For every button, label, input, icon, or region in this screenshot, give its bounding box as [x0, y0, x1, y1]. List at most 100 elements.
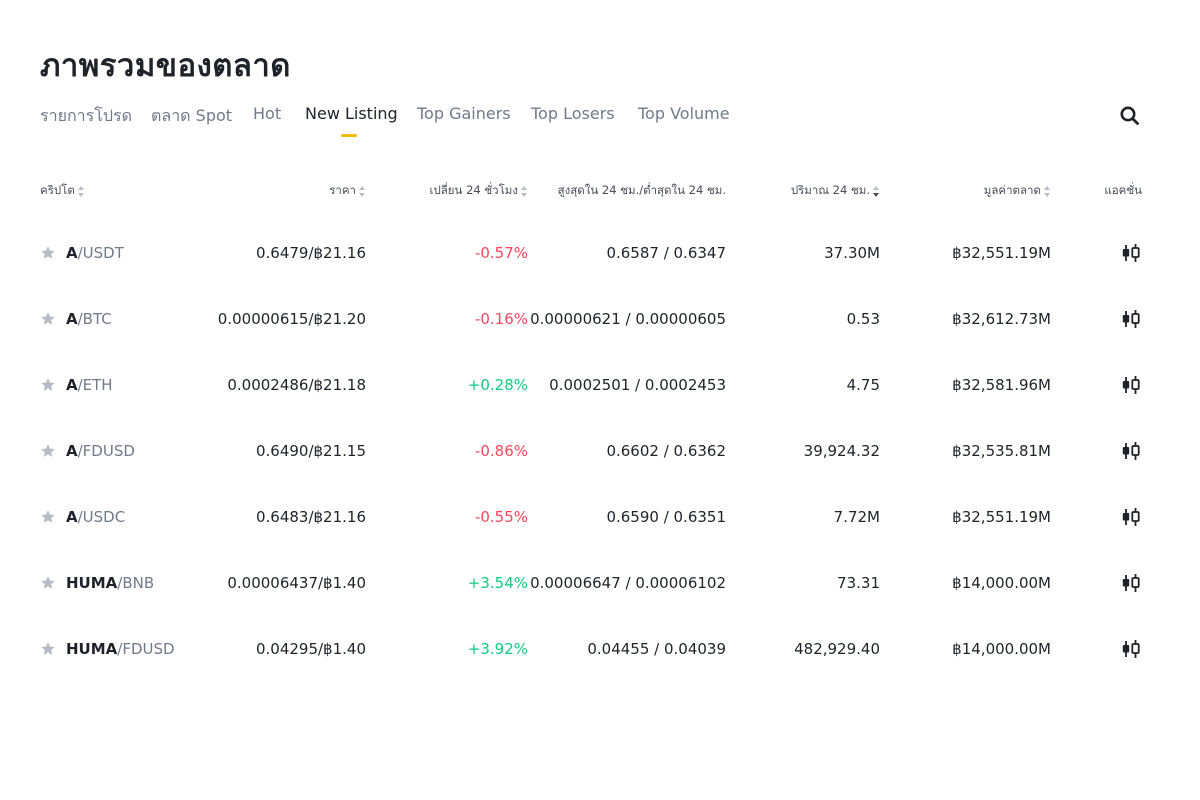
- candlestick-chart-icon: [1122, 574, 1140, 592]
- pair-base: A: [66, 442, 78, 460]
- star-icon: [41, 378, 55, 391]
- market-cap-value: ฿32,612.73M: [952, 310, 1051, 328]
- table-row[interactable]: HUMA/BNB 0.00006437/฿1.40 +3.54% 0.00006…: [0, 550, 1200, 616]
- favorite-star-button[interactable]: [40, 245, 56, 261]
- candlestick-chart-icon: [1122, 376, 1140, 394]
- star-icon: [41, 444, 55, 457]
- change-value: -0.86%: [474, 442, 528, 460]
- price-value: 0.04295/฿1.40: [255, 640, 366, 658]
- pair-base: HUMA: [66, 640, 118, 658]
- price-value: 0.6490/฿21.15: [255, 442, 366, 460]
- table-row[interactable]: A/USDT 0.6479/฿21.16 -0.57% 0.6587 / 0.6…: [0, 220, 1200, 286]
- tab-hot[interactable]: Hot: [253, 104, 282, 123]
- price-value: 0.00000615/฿21.20: [217, 310, 366, 328]
- column-high-low-label: สูงสุดใน 24 ชม./ต่ำสุดใน 24 ชม.: [557, 183, 726, 197]
- volume-value: 7.72M: [833, 508, 880, 526]
- trade-action-button[interactable]: [1120, 507, 1142, 527]
- favorite-star-button[interactable]: [40, 509, 56, 525]
- trade-action-button[interactable]: [1120, 309, 1142, 329]
- trading-pair[interactable]: A/USDC: [66, 484, 125, 550]
- tab-spot-market[interactable]: ตลาด Spot: [151, 106, 233, 125]
- market-cap-value: ฿14,000.00M: [952, 574, 1051, 592]
- favorite-star-button[interactable]: [40, 443, 56, 459]
- trade-action-button[interactable]: [1120, 573, 1142, 593]
- column-price[interactable]: ราคา: [200, 182, 366, 200]
- tab-top-volume[interactable]: Top Volume: [638, 104, 730, 123]
- table-row[interactable]: A/ETH 0.0002486/฿21.18 +0.28% 0.0002501 …: [0, 352, 1200, 418]
- trade-action-button[interactable]: [1120, 243, 1142, 263]
- high-low-value: 0.04455 / 0.04039: [587, 640, 726, 658]
- favorite-star-button[interactable]: [40, 575, 56, 591]
- change-value: +3.92%: [467, 640, 528, 658]
- column-volume-label: ปริมาณ 24 ชม.: [790, 183, 870, 197]
- volume-value: 73.31: [837, 574, 880, 592]
- sort-icon: [521, 185, 528, 197]
- trading-pair[interactable]: HUMA/BNB: [66, 550, 154, 616]
- pair-base: HUMA: [66, 574, 118, 592]
- volume-value: 39,924.32: [803, 442, 880, 460]
- pair-quote: /USDC: [77, 508, 126, 526]
- table-row[interactable]: A/USDC 0.6483/฿21.16 -0.55% 0.6590 / 0.6…: [0, 484, 1200, 550]
- change-value: -0.55%: [474, 508, 528, 526]
- pair-base: A: [66, 310, 78, 328]
- tab-new-listing[interactable]: New Listing: [305, 104, 398, 123]
- sort-icon: [77, 185, 85, 197]
- column-change[interactable]: เปลี่ยน 24 ชั่วโมง: [380, 182, 528, 200]
- volume-value: 482,929.40: [794, 640, 880, 658]
- column-market-cap-label: มูลค่าตลาด: [983, 183, 1041, 197]
- table-row[interactable]: A/BTC 0.00000615/฿21.20 -0.16% 0.0000062…: [0, 286, 1200, 352]
- volume-value: 0.53: [846, 310, 880, 328]
- active-tab-indicator: [341, 134, 357, 137]
- column-change-label: เปลี่ยน 24 ชั่วโมง: [429, 183, 518, 197]
- column-volume[interactable]: ปริมาณ 24 ชม.: [740, 182, 880, 200]
- favorite-star-button[interactable]: [40, 641, 56, 657]
- star-icon: [41, 510, 55, 523]
- star-icon: [41, 642, 55, 655]
- column-action-label: แอคชั่น: [1104, 183, 1142, 197]
- trading-pair[interactable]: A/FDUSD: [66, 418, 135, 484]
- column-crypto-label: คริปโต: [40, 183, 75, 197]
- candlestick-chart-icon: [1122, 640, 1140, 658]
- high-low-value: 0.00006647 / 0.00006102: [530, 574, 726, 592]
- candlestick-chart-icon: [1122, 508, 1140, 526]
- candlestick-chart-icon: [1122, 442, 1140, 460]
- column-market-cap[interactable]: มูลค่าตลาด: [900, 182, 1051, 200]
- tab-favorites[interactable]: รายการโปรด: [40, 106, 132, 125]
- trade-action-button[interactable]: [1120, 441, 1142, 461]
- favorite-star-button[interactable]: [40, 311, 56, 327]
- candlestick-chart-icon: [1122, 310, 1140, 328]
- high-low-value: 0.00000621 / 0.00000605: [530, 310, 726, 328]
- market-cap-value: ฿32,535.81M: [952, 442, 1051, 460]
- favorite-star-button[interactable]: [40, 377, 56, 393]
- high-low-value: 0.6587 / 0.6347: [606, 244, 726, 262]
- column-crypto[interactable]: คริปโต: [40, 182, 85, 200]
- trading-pair[interactable]: A/ETH: [66, 352, 113, 418]
- price-value: 0.00006437/฿1.40: [227, 574, 366, 592]
- market-cap-value: ฿32,551.19M: [952, 508, 1051, 526]
- sort-icon: [873, 185, 880, 197]
- trading-pair[interactable]: A/USDT: [66, 220, 124, 286]
- search-button[interactable]: [1118, 104, 1142, 128]
- change-value: +3.54%: [467, 574, 528, 592]
- trade-action-button[interactable]: [1120, 639, 1142, 659]
- column-action: แอคชั่น: [1070, 182, 1142, 200]
- market-cap-value: ฿32,551.19M: [952, 244, 1051, 262]
- pair-quote: /ETH: [77, 376, 113, 394]
- page-title: ภาพรวมของตลาด: [40, 48, 291, 84]
- tab-top-losers[interactable]: Top Losers: [531, 104, 615, 123]
- pair-quote: /BTC: [77, 310, 112, 328]
- trading-pair[interactable]: A/BTC: [66, 286, 112, 352]
- trade-action-button[interactable]: [1120, 375, 1142, 395]
- trading-pair[interactable]: HUMA/FDUSD: [66, 616, 175, 682]
- volume-value: 4.75: [846, 376, 880, 394]
- high-low-value: 0.6590 / 0.6351: [606, 508, 726, 526]
- pair-base: A: [66, 508, 78, 526]
- table-row[interactable]: HUMA/FDUSD 0.04295/฿1.40 +3.92% 0.04455 …: [0, 616, 1200, 682]
- price-value: 0.0002486/฿21.18: [227, 376, 366, 394]
- table-row[interactable]: A/FDUSD 0.6490/฿21.15 -0.86% 0.6602 / 0.…: [0, 418, 1200, 484]
- tab-top-gainers[interactable]: Top Gainers: [417, 104, 511, 123]
- change-value: -0.16%: [474, 310, 528, 328]
- pair-base: A: [66, 376, 78, 394]
- star-icon: [41, 576, 55, 589]
- pair-quote: /FDUSD: [117, 640, 175, 658]
